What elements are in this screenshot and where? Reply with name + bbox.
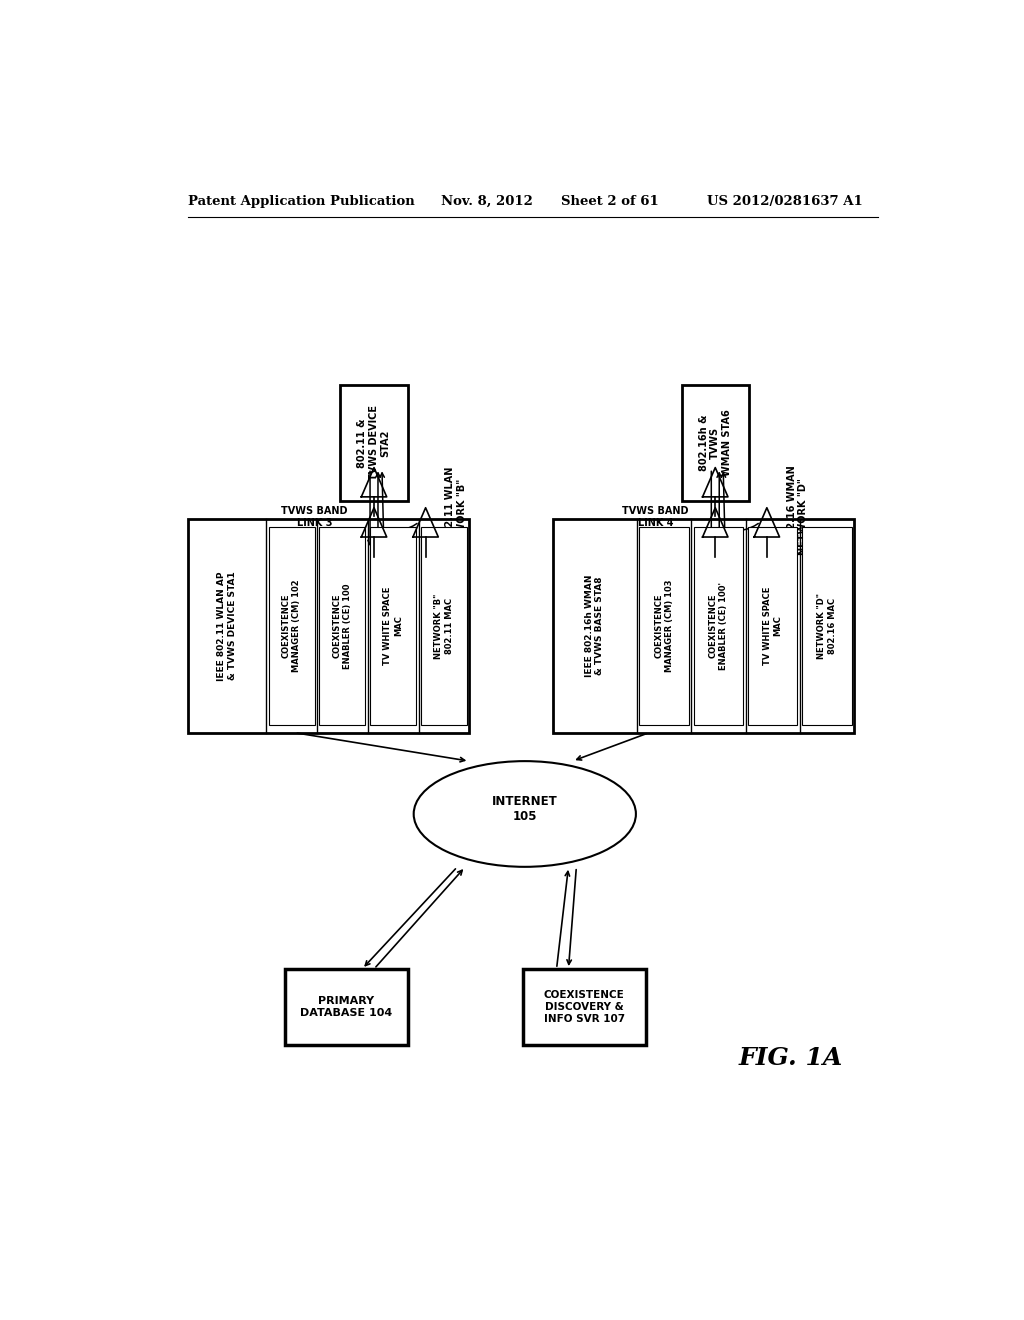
FancyBboxPatch shape <box>421 528 467 725</box>
Text: COEXISTENCE
MANAGER (CM) 102: COEXISTENCE MANAGER (CM) 102 <box>282 579 301 672</box>
Text: Nov. 8, 2012: Nov. 8, 2012 <box>441 194 534 207</box>
FancyBboxPatch shape <box>693 528 743 725</box>
FancyBboxPatch shape <box>802 528 852 725</box>
FancyBboxPatch shape <box>748 528 798 725</box>
Text: PRIMARY
DATABASE 104: PRIMARY DATABASE 104 <box>300 997 392 1018</box>
FancyBboxPatch shape <box>682 384 749 502</box>
Text: INTERNET
105: INTERNET 105 <box>492 795 558 822</box>
Text: COEXISTENCE
MANAGER (CM) 103: COEXISTENCE MANAGER (CM) 103 <box>654 579 674 672</box>
Text: 802.16h &
TVWS
WMAN STA6: 802.16h & TVWS WMAN STA6 <box>698 409 732 477</box>
FancyBboxPatch shape <box>371 528 416 725</box>
Text: COEXISTENCE
ENABLER (CE) 100': COEXISTENCE ENABLER (CE) 100' <box>709 582 728 671</box>
Text: TVWS BAND
LINK 4: TVWS BAND LINK 4 <box>623 506 689 528</box>
Text: IEEE 802.16 WMAN
NETWORK "D": IEEE 802.16 WMAN NETWORK "D" <box>786 465 808 569</box>
Text: TVWS BAND
LINK 3: TVWS BAND LINK 3 <box>282 506 348 528</box>
FancyBboxPatch shape <box>319 528 366 725</box>
Text: TV WHITE SPACE
MAC: TV WHITE SPACE MAC <box>763 587 782 665</box>
Text: Patent Application Publication: Patent Application Publication <box>187 194 415 207</box>
FancyBboxPatch shape <box>187 519 469 733</box>
Text: COEXISTENCE
ENABLER (CE) 100: COEXISTENCE ENABLER (CE) 100 <box>333 583 352 669</box>
Text: COEXISTENCE
DISCOVERY &
INFO SVR 107: COEXISTENCE DISCOVERY & INFO SVR 107 <box>544 990 625 1024</box>
Text: US 2012/0281637 A1: US 2012/0281637 A1 <box>708 194 863 207</box>
Text: IEEE 802.16h WMAN
& TVWS BASE STA8: IEEE 802.16h WMAN & TVWS BASE STA8 <box>585 574 604 677</box>
Text: TV WHITE SPACE
MAC: TV WHITE SPACE MAC <box>383 587 402 665</box>
Text: IEEE 802.11 WLAN
NETWORK "B": IEEE 802.11 WLAN NETWORK "B" <box>445 466 467 566</box>
Ellipse shape <box>414 762 636 867</box>
FancyBboxPatch shape <box>285 969 408 1045</box>
Text: FIG. 1A: FIG. 1A <box>738 1045 843 1071</box>
FancyBboxPatch shape <box>340 384 408 502</box>
Text: 802.11 &
TVWS DEVICE
STA2: 802.11 & TVWS DEVICE STA2 <box>357 405 390 480</box>
Text: NETWORK "B"
802.11 MAC: NETWORK "B" 802.11 MAC <box>434 593 454 659</box>
Text: IEEE 802.11 WLAN AP
& TVWS DEVICE STA1: IEEE 802.11 WLAN AP & TVWS DEVICE STA1 <box>217 572 237 681</box>
Text: NETWORK "D"
802.16 MAC: NETWORK "D" 802.16 MAC <box>817 593 837 659</box>
FancyBboxPatch shape <box>523 969 646 1045</box>
FancyBboxPatch shape <box>268 528 314 725</box>
FancyBboxPatch shape <box>639 528 689 725</box>
Text: Sheet 2 of 61: Sheet 2 of 61 <box>560 194 658 207</box>
FancyBboxPatch shape <box>553 519 854 733</box>
